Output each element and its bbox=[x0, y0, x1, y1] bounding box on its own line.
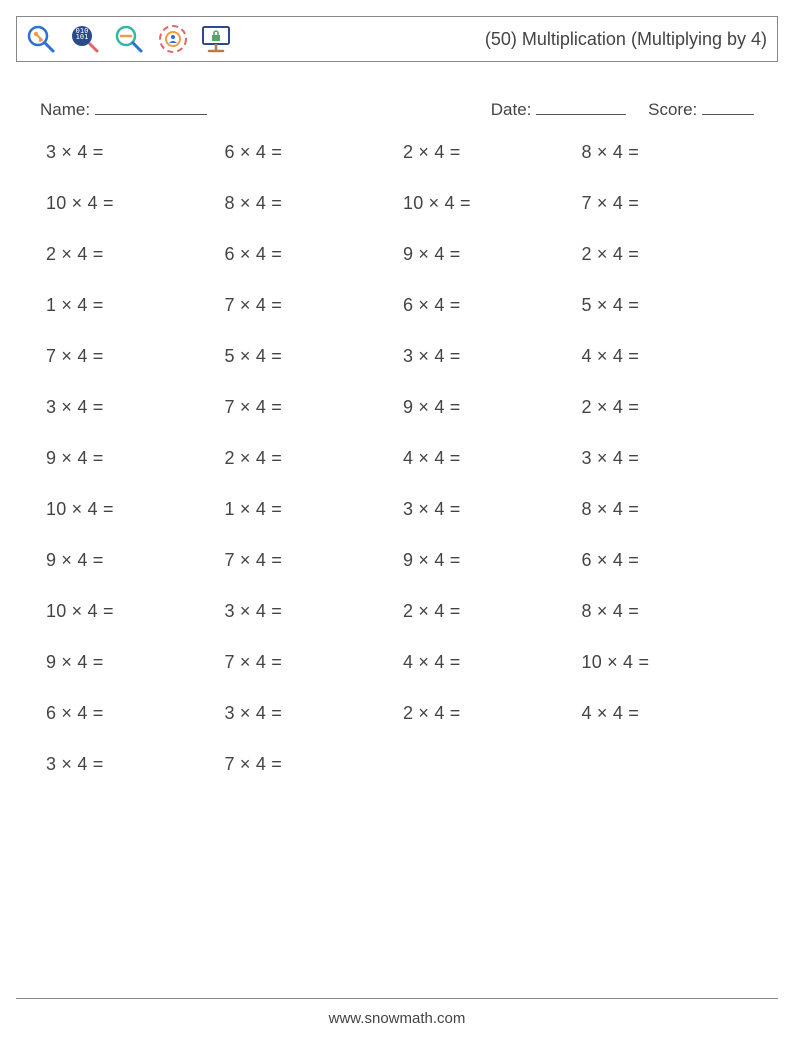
problem-cell: 8 × 4 = bbox=[225, 193, 404, 214]
problem-cell: 1 × 4 = bbox=[225, 499, 404, 520]
problem-cell: 7 × 4 = bbox=[225, 754, 404, 775]
problem-cell: 3 × 4 = bbox=[225, 601, 404, 622]
problem-grid: 3 × 4 =6 × 4 =2 × 4 =8 × 4 =10 × 4 =8 × … bbox=[46, 142, 760, 775]
monitor-bag-icon bbox=[199, 21, 235, 57]
date-label: Date: bbox=[491, 100, 532, 119]
problem-cell: 6 × 4 = bbox=[225, 244, 404, 265]
problem-cell: 3 × 4 = bbox=[225, 703, 404, 724]
problem-cell: 7 × 4 = bbox=[225, 652, 404, 673]
score-label: Score: bbox=[648, 100, 697, 119]
score-blank[interactable] bbox=[702, 96, 754, 115]
header-bar: 101010 (50) Multiplication (Multiplying … bbox=[16, 16, 778, 62]
problem-cell: 2 × 4 = bbox=[403, 142, 582, 163]
problem-cell: 9 × 4 = bbox=[46, 550, 225, 571]
problem-cell: 8 × 4 = bbox=[582, 499, 761, 520]
problem-cell: 3 × 4 = bbox=[403, 346, 582, 367]
name-field: Name: bbox=[40, 96, 207, 120]
zoom-minus-icon bbox=[111, 21, 147, 57]
worksheet-title: (50) Multiplication (Multiplying by 4) bbox=[485, 29, 767, 50]
problem-cell: 2 × 4 = bbox=[582, 244, 761, 265]
problem-cell: 2 × 4 = bbox=[403, 703, 582, 724]
problem-cell: 9 × 4 = bbox=[403, 397, 582, 418]
problem-cell: 10 × 4 = bbox=[582, 652, 761, 673]
problem-cell: 6 × 4 = bbox=[582, 550, 761, 571]
problem-cell: 7 × 4 = bbox=[225, 397, 404, 418]
problem-cell: 1 × 4 = bbox=[46, 295, 225, 316]
problem-cell: 2 × 4 = bbox=[225, 448, 404, 469]
problem-cell: 4 × 4 = bbox=[582, 346, 761, 367]
problem-cell: 2 × 4 = bbox=[582, 397, 761, 418]
footer-rule bbox=[16, 998, 778, 999]
problem-cell: 4 × 4 = bbox=[582, 703, 761, 724]
problem-cell: 7 × 4 = bbox=[582, 193, 761, 214]
problem-cell: 6 × 4 = bbox=[46, 703, 225, 724]
problem-cell: 5 × 4 = bbox=[225, 346, 404, 367]
problem-cell: 5 × 4 = bbox=[582, 295, 761, 316]
problem-cell: 8 × 4 = bbox=[582, 142, 761, 163]
problem-cell: 9 × 4 = bbox=[403, 550, 582, 571]
problem-cell: 10 × 4 = bbox=[46, 499, 225, 520]
meta-row: Name: Date: Score: bbox=[40, 96, 754, 120]
problem-cell: 2 × 4 = bbox=[403, 601, 582, 622]
name-label: Name: bbox=[40, 100, 90, 119]
footer-text: www.snowmath.com bbox=[0, 1010, 794, 1027]
header-icons: 101010 bbox=[23, 21, 235, 57]
name-blank[interactable] bbox=[95, 96, 207, 115]
problem-cell: 7 × 4 = bbox=[225, 295, 404, 316]
lifebuoy-user-icon bbox=[155, 21, 191, 57]
date-field: Date: bbox=[491, 96, 626, 120]
date-blank[interactable] bbox=[536, 96, 626, 115]
problem-cell: 4 × 4 = bbox=[403, 448, 582, 469]
problem-cell: 10 × 4 = bbox=[403, 193, 582, 214]
problem-cell: 8 × 4 = bbox=[582, 601, 761, 622]
svg-text:010: 010 bbox=[76, 27, 89, 35]
problem-cell: 6 × 4 = bbox=[403, 295, 582, 316]
problem-cell: 3 × 4 = bbox=[46, 142, 225, 163]
problem-cell: 2 × 4 = bbox=[46, 244, 225, 265]
problem-cell: 7 × 4 = bbox=[225, 550, 404, 571]
problem-cell: 3 × 4 = bbox=[46, 397, 225, 418]
problem-cell: 10 × 4 = bbox=[46, 601, 225, 622]
problem-cell: 7 × 4 = bbox=[46, 346, 225, 367]
problem-cell bbox=[403, 754, 582, 775]
score-field: Score: bbox=[648, 96, 754, 120]
problem-cell: 3 × 4 = bbox=[403, 499, 582, 520]
problem-cell: 3 × 4 = bbox=[46, 754, 225, 775]
code-search-icon: 101010 bbox=[67, 21, 103, 57]
problem-cell: 3 × 4 = bbox=[582, 448, 761, 469]
problem-cell: 4 × 4 = bbox=[403, 652, 582, 673]
search-key-icon bbox=[23, 21, 59, 57]
problem-cell: 9 × 4 = bbox=[46, 652, 225, 673]
problem-cell: 10 × 4 = bbox=[46, 193, 225, 214]
problem-cell bbox=[582, 754, 761, 775]
problem-cell: 9 × 4 = bbox=[46, 448, 225, 469]
problem-cell: 6 × 4 = bbox=[225, 142, 404, 163]
problem-cell: 9 × 4 = bbox=[403, 244, 582, 265]
